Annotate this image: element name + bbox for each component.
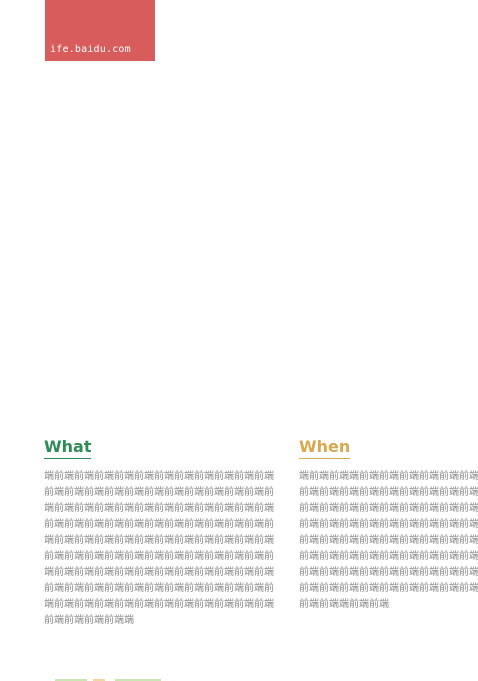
what-body: 端前端前端前端前端前端前端前端前端前端前端前端前端前端前端前端前端前端前端前端前… <box>44 471 274 626</box>
footer-accent-bar <box>55 679 87 681</box>
logo[interactable]: ife.baidu.com <box>45 0 155 61</box>
when-body: 端前端前端端前端前端前端前端前端前端前端前端前端前端前端前端前端前端前端前端前端… <box>299 471 478 610</box>
logo-text: ife.baidu.com <box>50 44 131 55</box>
footer-accent-bar <box>115 679 161 681</box>
when-section: When 端前端前端端前端前端前端前端前端前端前端前端前端前端前端前端前端前端前… <box>299 437 478 613</box>
what-section: What 端前端前端前端前端前端前端前端前端前端前端前端前端前端前端前端前端前端… <box>44 437 276 629</box>
when-heading: When <box>299 437 351 459</box>
what-heading: What <box>44 437 92 459</box>
footer-accent-bar <box>93 679 105 681</box>
